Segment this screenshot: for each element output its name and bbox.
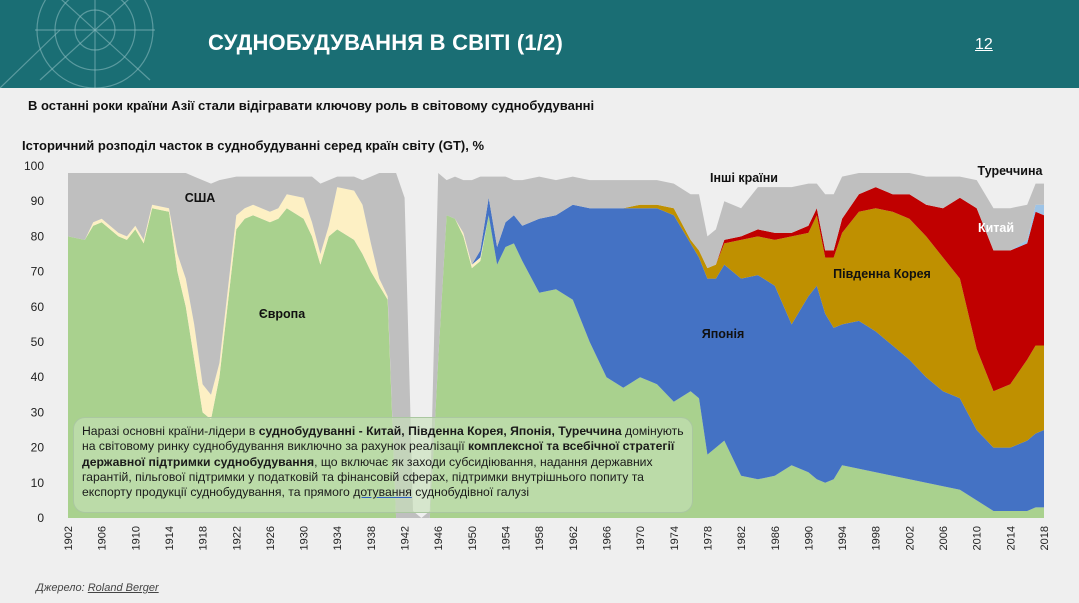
x-tick-label: 1950 <box>467 526 479 550</box>
x-tick-label: 2014 <box>1005 526 1017 550</box>
series-label-china: Китай <box>978 221 1014 235</box>
y-tick-label: 80 <box>31 229 45 243</box>
x-tick-label: 1926 <box>265 526 277 550</box>
y-tick-label: 0 <box>37 511 44 525</box>
x-tick-label: 1982 <box>736 526 748 550</box>
slide-subtitle: В останні роки країни Азії стали відігра… <box>28 98 595 113</box>
y-tick-label: 90 <box>31 194 45 208</box>
x-tick-label: 1910 <box>130 526 142 550</box>
y-tick-label: 30 <box>31 405 45 419</box>
x-tick-label: 1990 <box>803 526 815 550</box>
series-label-europe: Європа <box>259 307 306 321</box>
x-tick-label: 1946 <box>433 526 445 550</box>
series-label-south-korea: Південна Корея <box>833 267 931 281</box>
x-tick-label: 1918 <box>198 526 210 550</box>
x-tick-label: 2018 <box>1039 526 1051 550</box>
x-tick-label: 1974 <box>669 526 681 550</box>
x-tick-label: 1978 <box>702 526 714 550</box>
note-text-4: суднобудівної галузі <box>411 485 530 500</box>
x-tick-label: 1922 <box>231 526 243 550</box>
note-bold-2: комплексної та всебічної стратегії держа… <box>82 439 675 469</box>
x-tick-label: 1994 <box>837 526 849 550</box>
y-tick-label: 40 <box>31 370 45 384</box>
note-text-1: Наразі основні країни-лідери в <box>82 424 259 438</box>
compass-decoration-icon <box>0 0 155 88</box>
note-bold-1: суднобудуванні - Китай, Південна Корея, … <box>258 424 622 438</box>
slide-title: СУДНОБУДУВАННЯ В СВІТІ (1/2) <box>208 30 564 55</box>
slide-header: СУДНОБУДУВАННЯ В СВІТІ (1/2) 12 <box>0 0 1079 88</box>
x-tick-label: 1970 <box>635 526 647 550</box>
y-tick-label: 50 <box>31 335 45 349</box>
x-tick-label: 2010 <box>972 526 984 550</box>
y-tick-label: 60 <box>31 300 45 314</box>
y-tick-label: 10 <box>31 476 45 490</box>
chart-title: Історичний розподіл часток в суднобудува… <box>22 138 485 153</box>
y-tick-label: 70 <box>31 265 45 279</box>
x-tick-label: 1914 <box>164 526 176 550</box>
x-tick-label: 1938 <box>366 526 378 550</box>
x-tick-label: 1942 <box>400 526 412 550</box>
source-name: Roland Berger <box>87 582 159 594</box>
note-underlined-word: дотування <box>353 485 412 500</box>
series-label-other: Інші країни <box>710 171 778 185</box>
area-japan <box>68 187 1044 518</box>
x-tick-label: 1934 <box>332 526 344 550</box>
series-label-turkey: Туреччина <box>978 164 1044 178</box>
source-prefix: Джерело: <box>36 582 88 594</box>
page-number-link[interactable]: 12 <box>975 36 993 53</box>
x-tick-label: 1906 <box>97 526 109 550</box>
x-tick-label: 1930 <box>299 526 311 550</box>
x-tick-label: 1962 <box>568 526 580 550</box>
y-tick-label: 100 <box>24 159 44 173</box>
x-tick-label: 1966 <box>602 526 614 550</box>
source-line: Джерело: Roland Berger <box>36 582 159 594</box>
x-tick-label: 1986 <box>770 526 782 550</box>
series-label-japan: Японія <box>702 327 745 341</box>
x-axis: 1902 1906 1910 1914 1918 1922 1926 1930 1934 1938… <box>63 526 1051 550</box>
note-text-2: домінують на світовому ринку суднобудува… <box>82 424 684 454</box>
x-tick-label: 2002 <box>904 526 916 550</box>
y-tick-label: 20 <box>31 441 45 455</box>
area-china <box>68 187 1044 518</box>
note-text-3: , що включає як заходи субсидіювання, на… <box>82 454 653 500</box>
x-tick-label: 2006 <box>938 526 950 550</box>
callout-note: Наразі основні країни-лідери в суднобуду… <box>73 417 693 513</box>
x-tick-label: 1998 <box>871 526 883 550</box>
x-tick-label: 1902 <box>63 526 75 550</box>
area-south-korea <box>68 187 1044 518</box>
x-tick-label: 1958 <box>534 526 546 550</box>
series-label-usa: США <box>185 191 216 205</box>
y-axis: 0 10 20 30 40 50 60 70 80 90 100 <box>24 159 44 525</box>
series-labels: США Європа Японія Південна Корея Китай Інші к… <box>185 164 1044 341</box>
x-tick-label: 1954 <box>501 526 513 550</box>
